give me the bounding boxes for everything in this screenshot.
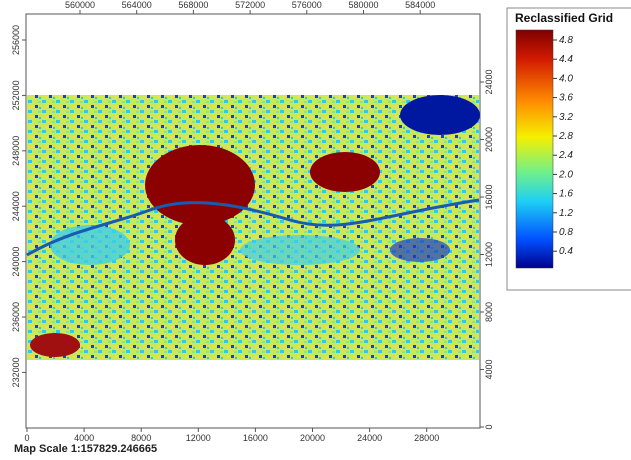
bottom-tick-label: 12000 bbox=[186, 433, 211, 443]
legend-label: 1.6 bbox=[559, 189, 573, 200]
legend-label: 0.8 bbox=[559, 227, 573, 238]
right-tick-label: 16000 bbox=[484, 184, 494, 209]
urban-area bbox=[310, 152, 380, 192]
top-tick-label: 576000 bbox=[292, 0, 322, 10]
legend: Reclassified Grid 4.8 4.4 4.0 3.6 3.2 2.8 2.4 2… bbox=[507, 8, 631, 290]
map-view: 560000 564000 568000 572000 576000 580000 5840… bbox=[0, 0, 631, 460]
urban-area bbox=[175, 215, 235, 265]
bottom-tick-label: 8000 bbox=[131, 433, 151, 443]
bottom-tick-label: 0 bbox=[24, 433, 29, 443]
legend-label: 1.2 bbox=[559, 208, 573, 219]
bottom-tick-label: 24000 bbox=[357, 433, 382, 443]
left-tick-label: 244000 bbox=[11, 191, 21, 221]
left-tick-label: 248000 bbox=[11, 136, 21, 166]
right-tick-label: 4000 bbox=[484, 359, 494, 379]
bottom-tick-label: 20000 bbox=[300, 433, 325, 443]
urban-area bbox=[145, 145, 255, 225]
top-tick-label: 568000 bbox=[178, 0, 208, 10]
bottom-tick-label: 28000 bbox=[414, 433, 439, 443]
legend-label: 2.0 bbox=[558, 169, 573, 180]
left-tick-label: 252000 bbox=[11, 80, 21, 110]
legend-label: 3.2 bbox=[559, 112, 573, 123]
bottom-tick-label: 16000 bbox=[243, 433, 268, 443]
top-tick-label: 584000 bbox=[405, 0, 435, 10]
raster bbox=[27, 95, 480, 360]
raster-patch bbox=[400, 95, 480, 135]
top-tick-label: 580000 bbox=[348, 0, 378, 10]
raster-patch bbox=[50, 225, 130, 265]
legend-label: 0.4 bbox=[559, 246, 573, 257]
left-tick-label: 256000 bbox=[11, 25, 21, 55]
legend-label: 4.8 bbox=[559, 35, 573, 46]
legend-label: 4.4 bbox=[559, 54, 573, 65]
color-bar bbox=[516, 30, 553, 268]
urban-area bbox=[30, 333, 80, 357]
legend-title: Reclassified Grid bbox=[515, 11, 613, 25]
right-tick-label: 8000 bbox=[484, 302, 494, 322]
legend-label: 3.6 bbox=[559, 93, 573, 104]
right-tick-label: 12000 bbox=[484, 242, 494, 267]
top-tick-label: 572000 bbox=[235, 0, 265, 10]
right-tick-label: 24000 bbox=[484, 69, 494, 94]
bottom-tick-label: 4000 bbox=[74, 433, 94, 443]
legend-label: 4.0 bbox=[559, 73, 573, 84]
top-tick-label: 564000 bbox=[122, 0, 152, 10]
top-tick-label: 560000 bbox=[65, 0, 95, 10]
left-tick-label: 232000 bbox=[11, 357, 21, 387]
left-tick-label: 240000 bbox=[11, 247, 21, 277]
right-tick-label: 20000 bbox=[484, 127, 494, 152]
raster-patch bbox=[390, 238, 450, 262]
legend-label: 2.4 bbox=[558, 150, 573, 161]
legend-label: 2.8 bbox=[558, 131, 573, 142]
left-tick-label: 236000 bbox=[11, 302, 21, 332]
raster-patch bbox=[240, 235, 360, 265]
map-scale: Map Scale 1:157829.246665 bbox=[14, 443, 157, 455]
right-tick-label: 0 bbox=[484, 424, 494, 429]
